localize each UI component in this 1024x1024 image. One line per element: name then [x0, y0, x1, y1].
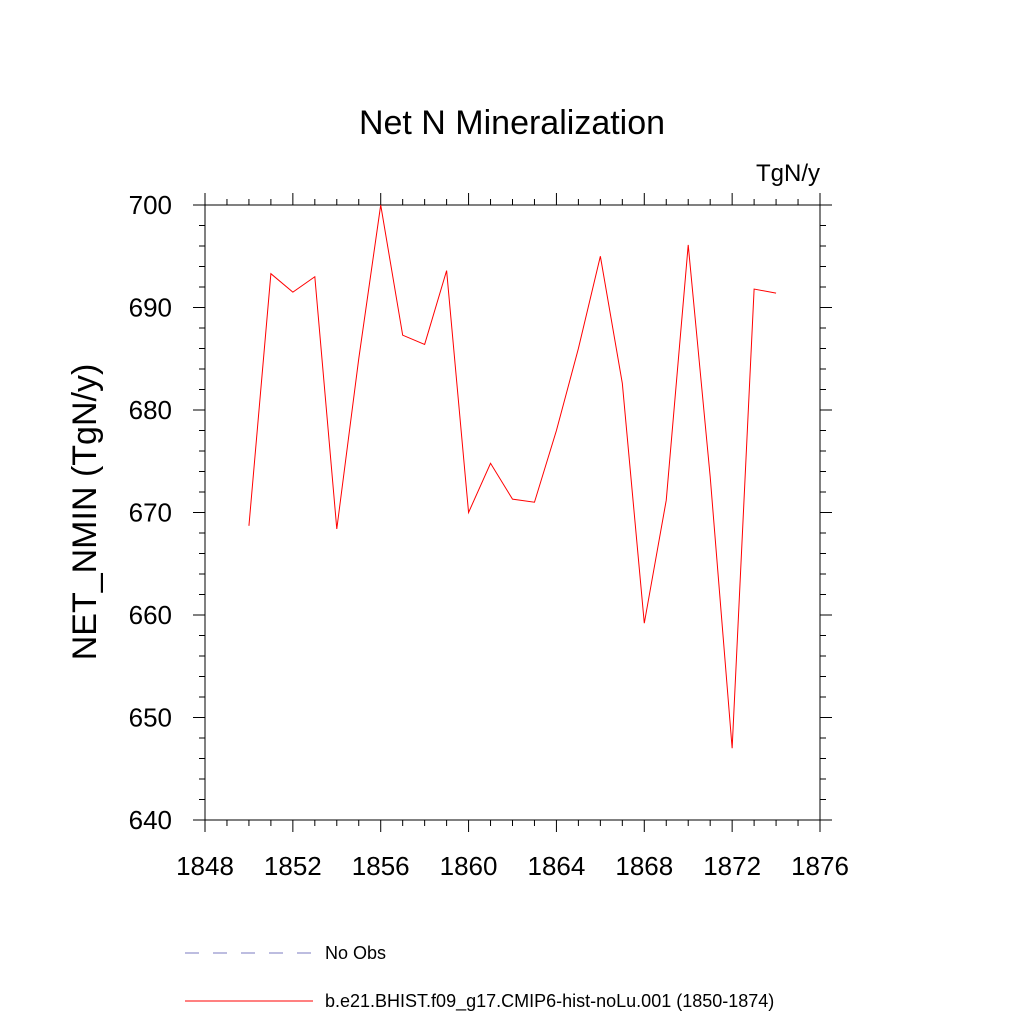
- x-tick-labels: 1848 1852 1856 1860 1864 1868 1872 1876: [176, 851, 849, 881]
- legend-label-model-run: b.e21.BHIST.f09_g17.CMIP6-hist-noLu.001 …: [325, 991, 774, 1012]
- y-tick-labels: 640 650 660 670 680 690 700: [129, 190, 172, 835]
- y-tick-label: 680: [129, 395, 172, 425]
- plot-frame: [204, 204, 821, 821]
- x-tick-label: 1848: [176, 851, 234, 881]
- y-tick-label: 690: [129, 293, 172, 323]
- x-tick-label: 1860: [440, 851, 498, 881]
- x-tick-label: 1868: [615, 851, 673, 881]
- series-line: [248, 204, 777, 749]
- legend: No Obs b.e21.BHIST.f09_g17.CMIP6-hist-no…: [185, 943, 774, 1012]
- x-tick-label: 1872: [703, 851, 761, 881]
- chart-title: Net N Mineralization: [359, 104, 665, 142]
- y-tick-label: 670: [129, 498, 172, 528]
- y-tick-label: 700: [129, 190, 172, 220]
- y-axis-label: NET_NMIN (TgN/y): [66, 364, 104, 661]
- x-tick-label: 1876: [791, 851, 849, 881]
- series-group: [248, 204, 777, 749]
- y-tick-label: 660: [129, 600, 172, 630]
- y-tick-label: 650: [129, 703, 172, 733]
- axis-ticks: [193, 193, 832, 832]
- legend-label-no-obs: No Obs: [325, 943, 386, 963]
- x-tick-label: 1864: [528, 851, 586, 881]
- x-tick-label: 1852: [264, 851, 322, 881]
- x-tick-label: 1856: [352, 851, 410, 881]
- y-tick-label: 640: [129, 805, 172, 835]
- units-label: TgN/y: [756, 160, 820, 187]
